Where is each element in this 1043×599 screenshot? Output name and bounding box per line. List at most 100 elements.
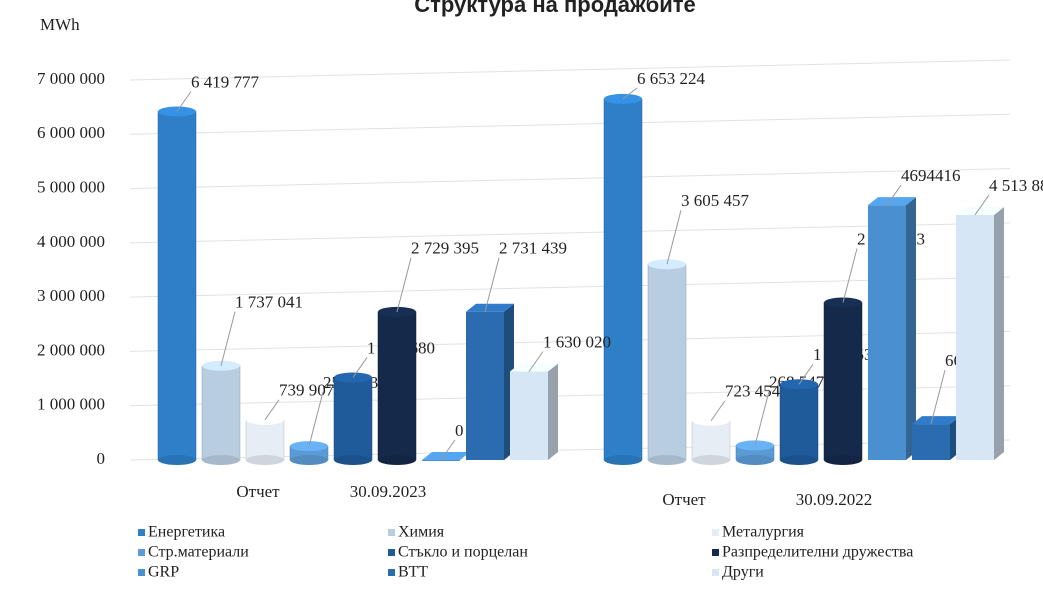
bar-base (202, 455, 240, 465)
bar-base (604, 455, 642, 465)
bar-top (956, 206, 1004, 215)
leader-line (754, 391, 770, 446)
grid-line (129, 276, 1011, 298)
leader-line (220, 311, 236, 366)
grid-line (129, 222, 1011, 244)
leader-line (176, 91, 192, 112)
data-label: 4694416 (901, 166, 961, 185)
y-tick-label: 3 000 000 (37, 286, 105, 305)
y-tick-label: 4 000 000 (37, 232, 105, 251)
y-tick-label: 2 000 000 (37, 340, 105, 359)
bar-top (466, 303, 514, 312)
leader-line (930, 369, 946, 425)
bar (201, 365, 241, 461)
bar (868, 205, 906, 460)
y-tick-label: 7 000 000 (37, 69, 105, 88)
bar (510, 371, 548, 460)
bar (422, 460, 460, 461)
legend-label: ВТТ (398, 564, 428, 581)
x-tick-label: 30.09.2022 (796, 490, 873, 509)
leader-line (528, 351, 544, 372)
leader-line (710, 400, 726, 422)
legend-swatch (712, 569, 719, 576)
data-label: 1 630 020 (543, 332, 611, 351)
data-label: 6 419 777 (191, 72, 260, 91)
bar-base (378, 455, 416, 465)
leader-line (622, 87, 638, 100)
bar-top (868, 197, 916, 206)
data-label: 2 729 395 (411, 239, 479, 258)
legend-swatch (712, 529, 719, 536)
bar-base (246, 455, 284, 465)
leader-line (264, 399, 280, 421)
y-tick-label: 6 000 000 (37, 123, 105, 142)
grid-line (129, 113, 1011, 135)
y-tick-label: 0 (97, 449, 106, 468)
bar (603, 98, 643, 461)
legend-swatch (138, 549, 145, 556)
leader-line (352, 357, 368, 378)
bar-side (548, 363, 558, 460)
bar (333, 377, 373, 461)
leader-line (440, 439, 456, 461)
bar-base (780, 455, 818, 465)
bar (823, 302, 863, 461)
legend-label: Химия (398, 524, 445, 541)
x-tick-label: Отчет (236, 482, 280, 501)
leader-line (666, 210, 682, 265)
bar-base (290, 455, 328, 465)
legend-swatch (138, 569, 145, 576)
bar (245, 419, 285, 461)
grid-line (129, 59, 1011, 81)
data-label: 6 653 224 (637, 69, 706, 88)
grid-line (129, 168, 1011, 190)
legend-swatch (388, 549, 395, 556)
leader-line (798, 364, 814, 385)
bar (779, 384, 819, 461)
leader-line (396, 257, 412, 312)
bar (691, 420, 731, 461)
leader-line (308, 392, 324, 447)
bar (956, 214, 994, 460)
data-label: 1 737 041 (235, 293, 303, 312)
leader-line (974, 194, 990, 216)
data-label: 0 (455, 421, 464, 440)
bar-base (334, 455, 372, 465)
bar (377, 311, 417, 461)
legend-swatch (388, 529, 395, 536)
legend-label: Разпределителни дружества (722, 544, 913, 561)
y-tick-label: 5 000 000 (37, 177, 105, 196)
bar-base (692, 455, 730, 465)
leader-line (886, 184, 902, 206)
bar (647, 264, 687, 461)
legend-swatch (712, 549, 719, 556)
leader-line (842, 248, 858, 303)
bar-base (736, 455, 774, 465)
data-label: 2 731 439 (499, 239, 567, 258)
bar-top (422, 452, 470, 460)
x-tick-label: 30.09.2023 (350, 482, 427, 501)
data-label: 739 907 (279, 381, 335, 400)
bar (912, 424, 950, 460)
bar-base (648, 455, 686, 465)
legend-label: GRP (148, 564, 179, 581)
chart-title: Структура на продажбите (414, 0, 696, 17)
legend-swatch (388, 569, 395, 576)
bar-base (158, 455, 196, 465)
legend-label: Стъкло и порцелан (398, 544, 528, 561)
bar-side (906, 197, 916, 460)
bar-base (824, 455, 862, 465)
bar-top (510, 363, 558, 372)
bar (157, 111, 197, 461)
y-unit: MWh (40, 15, 80, 34)
data-label: 3 605 457 (681, 191, 750, 210)
legend-swatch (138, 529, 145, 536)
data-label: 4 513 882 (989, 176, 1043, 195)
data-label: 723 454 (725, 382, 781, 401)
y-tick-label: 1 000 000 (37, 395, 105, 414)
bar (466, 311, 504, 460)
legend-label: Енергетика (148, 524, 225, 541)
grid-line (129, 330, 1011, 352)
legend-label: Други (722, 564, 764, 581)
